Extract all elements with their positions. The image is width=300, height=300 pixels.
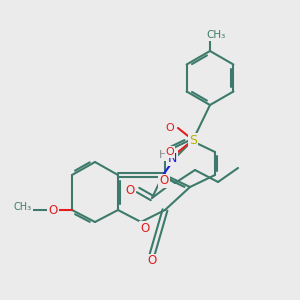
Text: CH₃: CH₃ xyxy=(14,202,32,212)
Text: O: O xyxy=(147,254,157,268)
Text: CH₃: CH₃ xyxy=(206,30,226,40)
Text: H: H xyxy=(159,150,167,160)
Text: O: O xyxy=(159,175,169,188)
Text: S: S xyxy=(189,134,197,146)
Text: O: O xyxy=(166,147,174,157)
Text: O: O xyxy=(140,221,150,235)
Text: O: O xyxy=(166,123,174,133)
Text: O: O xyxy=(125,184,135,196)
Text: O: O xyxy=(48,203,58,217)
Text: N: N xyxy=(167,152,177,164)
